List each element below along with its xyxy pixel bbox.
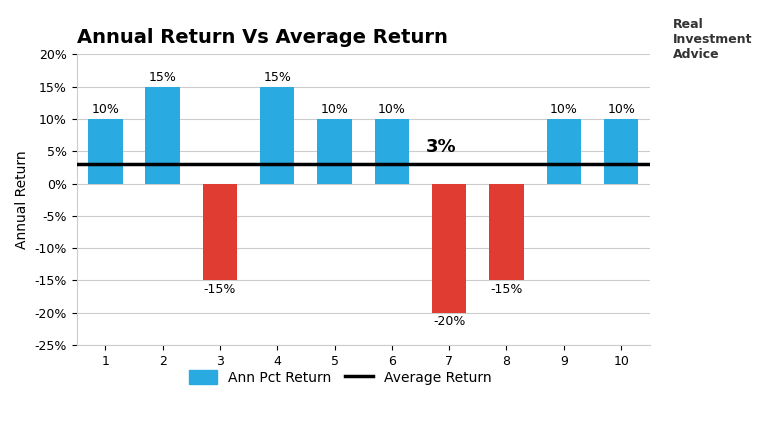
Text: 3%: 3% [426,138,457,157]
Text: -20%: -20% [433,315,465,328]
Text: -15%: -15% [204,283,236,296]
Bar [260,87,295,184]
Text: 10%: 10% [378,103,406,116]
Bar [604,119,638,184]
Bar [203,184,237,281]
Text: 10%: 10% [91,103,119,116]
Text: -15%: -15% [490,283,523,296]
Text: Real
Investment
Advice: Real Investment Advice [673,18,752,61]
Bar [88,119,122,184]
Bar [547,119,581,184]
Text: 15%: 15% [148,71,176,84]
Bar [489,184,523,281]
Bar [375,119,409,184]
Legend: Ann Pct Return, Average Return: Ann Pct Return, Average Return [183,364,497,390]
Bar [145,87,180,184]
Bar [318,119,352,184]
Bar [432,184,466,313]
Y-axis label: Annual Return: Annual Return [15,150,29,249]
Text: 15%: 15% [264,71,291,84]
Text: 10%: 10% [321,103,349,116]
Text: 10%: 10% [550,103,577,116]
Text: Annual Return Vs Average Return: Annual Return Vs Average Return [77,29,448,47]
Text: 10%: 10% [607,103,635,116]
